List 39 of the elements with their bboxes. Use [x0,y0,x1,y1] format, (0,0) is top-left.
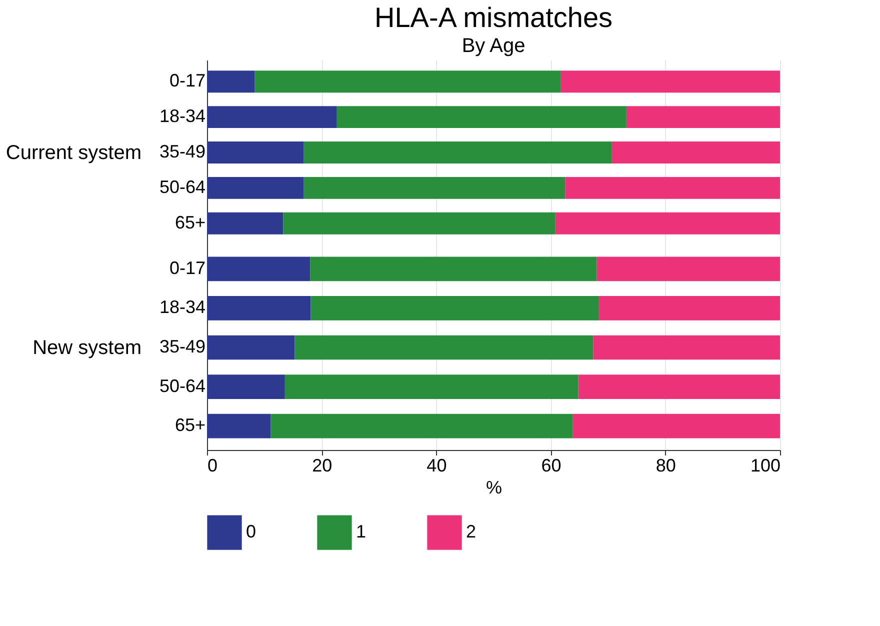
x-tick-label: 60 [541,456,562,476]
bar [612,142,780,164]
bar [336,106,626,128]
chart-title: HLA-A mismatches [374,2,613,33]
y-tick-label: 50-64 [159,376,206,396]
bar [207,142,304,164]
bar [555,212,780,234]
bar [207,176,304,199]
legend-label: 1 [356,522,366,542]
y-axis-title: New system [32,337,142,359]
bar [207,106,336,128]
y-tick-label: 0-17 [169,258,206,278]
bar [304,142,612,164]
y-tick-label: 65+ [174,415,206,436]
y-tick-label: 50-64 [159,176,206,197]
y-tick-label: 35-49 [159,142,206,162]
bar [626,106,780,128]
legend-label: 2 [466,522,476,542]
bar [207,212,284,234]
x-tick-label: 0 [208,456,218,476]
x-tick-label: 40 [426,456,447,476]
bar [560,70,780,93]
y-axis-title: Current system [6,142,142,164]
y-tick-label: 65+ [174,212,206,232]
bar [283,212,556,234]
bar [207,70,255,93]
x-tick-label: 80 [656,456,676,476]
legend-label: 0 [246,522,256,542]
chart-subtitle: By Age [462,35,526,57]
y-tick-label: 0-17 [169,70,206,91]
x-axis-title: % [486,478,502,498]
y-tick-label: 18-34 [159,106,206,126]
x-tick-label: 100 [750,456,780,476]
y-tick-label: 35-49 [159,336,206,356]
bar [304,176,566,199]
x-tick-label: 20 [312,456,332,476]
bar [565,176,780,199]
y-tick-label: 18-34 [159,297,206,318]
bar [254,70,561,93]
